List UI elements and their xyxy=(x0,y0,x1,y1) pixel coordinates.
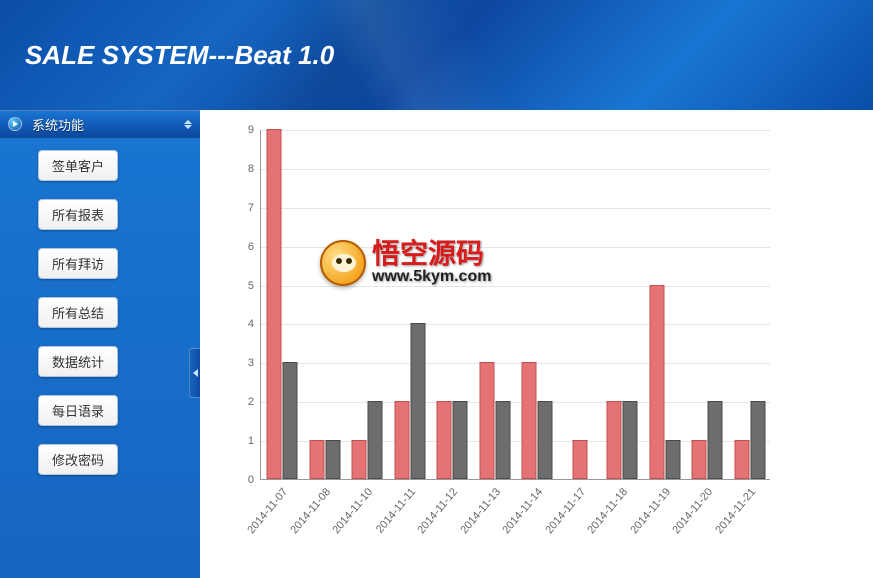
x-tick-label: 2014-11-21 xyxy=(713,486,758,536)
y-tick: 9 xyxy=(248,124,254,136)
grid-line xyxy=(261,247,770,248)
sidebar: 系统功能 签单客户 所有报表 所有拜访 所有总结 数据统计 每日语录 修改密码 xyxy=(0,110,200,578)
bar-series-b xyxy=(538,401,553,479)
bar-series-a xyxy=(607,401,622,479)
bar-series-b xyxy=(368,401,383,479)
bar-series-a xyxy=(522,362,537,479)
y-tick: 4 xyxy=(248,318,254,330)
y-tick: 6 xyxy=(248,241,254,253)
bar-group xyxy=(649,285,680,479)
bar-series-b xyxy=(410,323,425,479)
sidebar-item-daily-quote[interactable]: 每日语录 xyxy=(38,395,118,426)
y-tick: 2 xyxy=(248,396,254,408)
bar-series-a xyxy=(479,362,494,479)
x-tick-label: 2014-11-20 xyxy=(671,486,716,536)
bar-group xyxy=(352,401,383,479)
sidebar-item-all-summary[interactable]: 所有总结 xyxy=(38,297,118,328)
bar-group xyxy=(267,129,298,479)
bar-series-a xyxy=(692,440,707,479)
x-tick-label: 2014-11-17 xyxy=(543,486,588,536)
bar-series-a xyxy=(394,401,409,479)
sidebar-item-sign-customer[interactable]: 签单客户 xyxy=(38,150,118,181)
grid-line xyxy=(261,169,770,170)
bar-series-a xyxy=(309,440,324,479)
bar-group xyxy=(522,362,553,479)
bar-group xyxy=(437,401,468,479)
x-tick-label: 2014-11-13 xyxy=(458,486,503,536)
bar-series-b xyxy=(750,401,765,479)
bar-series-a xyxy=(649,285,664,479)
sidebar-title: 系统功能 xyxy=(32,115,84,134)
bar-series-b xyxy=(325,440,340,479)
x-tick-label: 2014-11-14 xyxy=(501,486,546,536)
y-tick: 1 xyxy=(248,435,254,447)
bar-group xyxy=(734,401,765,479)
bar-group xyxy=(572,440,587,479)
grid-line xyxy=(261,130,770,131)
x-tick-label: 2014-11-19 xyxy=(628,486,673,536)
x-axis: 2014-11-072014-11-082014-11-102014-11-11… xyxy=(260,480,770,560)
bar-series-b xyxy=(708,401,723,479)
x-tick-label: 2014-11-08 xyxy=(288,486,333,536)
grid-line xyxy=(261,286,770,287)
bar-series-b xyxy=(495,401,510,479)
grid-line xyxy=(261,208,770,209)
bar-group xyxy=(309,440,340,479)
sidebar-item-statistics[interactable]: 数据统计 xyxy=(38,346,118,377)
bar-group xyxy=(479,362,510,479)
app-title: SALE SYSTEM---Beat 1.0 xyxy=(25,40,334,71)
y-tick: 5 xyxy=(248,280,254,292)
play-icon xyxy=(8,117,22,131)
bar-series-a xyxy=(352,440,367,479)
bar-series-b xyxy=(453,401,468,479)
bar-chart: 0123456789 2014-11-072014-11-082014-11-1… xyxy=(230,130,770,560)
bar-group xyxy=(607,401,638,479)
bar-series-a xyxy=(734,440,749,479)
plot-area xyxy=(260,130,770,480)
bar-series-b xyxy=(283,362,298,479)
sidebar-item-change-pwd[interactable]: 修改密码 xyxy=(38,444,118,475)
bar-group xyxy=(394,323,425,479)
y-tick: 7 xyxy=(248,202,254,214)
bar-series-a xyxy=(572,440,587,479)
x-tick-label: 2014-11-07 xyxy=(246,486,291,536)
collapse-icon[interactable] xyxy=(184,120,192,129)
sidebar-header[interactable]: 系统功能 xyxy=(0,110,200,138)
grid-line xyxy=(261,363,770,364)
x-tick-label: 2014-11-10 xyxy=(331,486,376,536)
bar-series-a xyxy=(437,401,452,479)
x-tick-label: 2014-11-18 xyxy=(586,486,631,536)
y-tick: 3 xyxy=(248,357,254,369)
grid-line xyxy=(261,324,770,325)
bar-group xyxy=(692,401,723,479)
content: 0123456789 2014-11-072014-11-082014-11-1… xyxy=(200,110,873,578)
body: 系统功能 签单客户 所有报表 所有拜访 所有总结 数据统计 每日语录 修改密码 … xyxy=(0,110,873,578)
x-tick-label: 2014-11-12 xyxy=(416,486,461,536)
bar-series-b xyxy=(665,440,680,479)
x-tick-label: 2014-11-11 xyxy=(374,486,418,536)
sidebar-item-all-reports[interactable]: 所有报表 xyxy=(38,199,118,230)
y-tick: 8 xyxy=(248,163,254,175)
y-tick: 0 xyxy=(248,474,254,486)
app-header: SALE SYSTEM---Beat 1.0 xyxy=(0,0,873,110)
bar-series-b xyxy=(623,401,638,479)
sidebar-items: 签单客户 所有报表 所有拜访 所有总结 数据统计 每日语录 修改密码 xyxy=(0,138,200,487)
sidebar-item-all-visits[interactable]: 所有拜访 xyxy=(38,248,118,279)
bar-series-a xyxy=(267,129,282,479)
y-axis: 0123456789 xyxy=(230,130,260,480)
